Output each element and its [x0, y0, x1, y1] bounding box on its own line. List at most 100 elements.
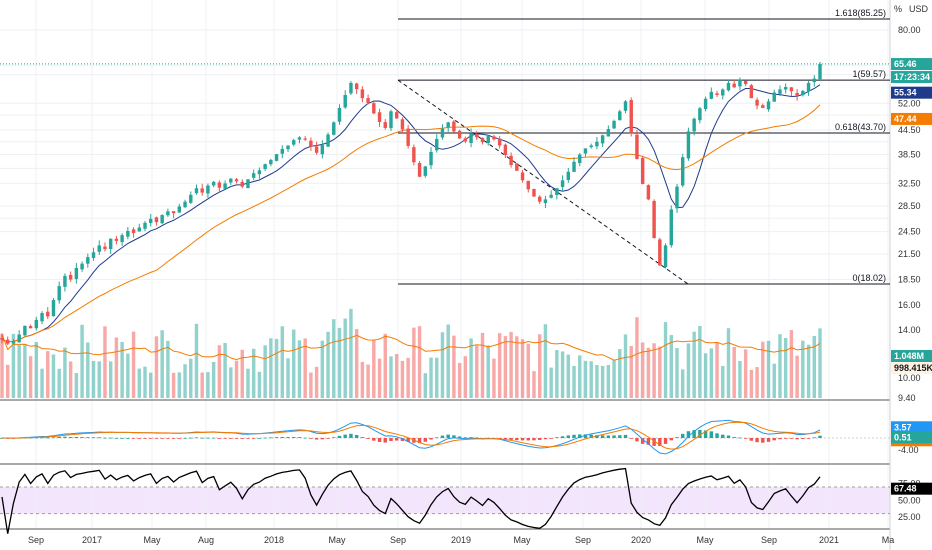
- volume-bar: [229, 367, 233, 398]
- fib-label: 1.618(85.25): [835, 8, 886, 18]
- macd-histogram-bar: [537, 438, 542, 440]
- macd-histogram-bar: [663, 438, 668, 444]
- macd-histogram-bar: [40, 437, 44, 439]
- volume-bar: [183, 364, 187, 398]
- trend-line[interactable]: [397, 79, 689, 285]
- macd-histogram-bar: [566, 435, 571, 438]
- volume-ma-tag: 998.415K: [894, 363, 932, 373]
- volume-bar: [446, 324, 450, 398]
- ma-slow-tag-bg: [891, 112, 932, 125]
- candle-body: [366, 98, 370, 103]
- volume-bar: [503, 336, 508, 398]
- candle-body: [492, 136, 496, 140]
- macd-histogram-bar: [377, 438, 382, 442]
- time-tick-label: Ma: [882, 535, 895, 545]
- volume-bar: [166, 340, 170, 398]
- volume-bar: [366, 364, 370, 398]
- countdown-tag-bg: [891, 71, 932, 84]
- macd-histogram-bar: [349, 433, 353, 438]
- macd-histogram-bar: [766, 438, 771, 442]
- macd-histogram-bar: [423, 438, 428, 442]
- price-tick-label: 32.50: [898, 178, 921, 188]
- volume-tick-label: 16.00: [898, 300, 921, 310]
- time-axis[interactable]: Sep 2017 May Aug 2018 May Sep 2019 May Sep 2020 May…: [28, 535, 894, 545]
- volume-bar: [715, 341, 719, 398]
- volume-bar: [749, 369, 754, 398]
- candle-body: [223, 183, 227, 189]
- countdown-tag: 17:23:34: [894, 72, 930, 82]
- volume-bar: [251, 348, 256, 398]
- candle-body: [761, 105, 765, 108]
- candle-body: [108, 238, 113, 249]
- volume-bar: [526, 343, 530, 398]
- candle-body: [68, 274, 73, 280]
- volume-bar: [332, 319, 336, 398]
- price-pane[interactable]: [0, 0, 890, 400]
- candle-body: [120, 235, 124, 243]
- candle-body: [789, 87, 794, 92]
- macd-histogram-bar: [578, 434, 582, 438]
- candle-body: [183, 201, 187, 208]
- macd-histogram-bar: [429, 438, 433, 440]
- macd-histogram-bar: [137, 438, 142, 439]
- volume-bar: [560, 351, 565, 398]
- volume-bar: [686, 343, 691, 398]
- candle-body: [578, 154, 582, 164]
- volume-bar: [629, 346, 633, 398]
- candle-body: [292, 140, 296, 145]
- macd-histogram-bar: [680, 433, 685, 438]
- macd-histogram-bar: [715, 433, 719, 438]
- volume-bar: [103, 326, 107, 398]
- volume-bar: [778, 334, 782, 398]
- volume-bar: [257, 371, 262, 398]
- histogram-tag-bg: [891, 431, 932, 444]
- price-axis[interactable]: 80.0065.0052.0044.5038.5032.5028.5024.50…: [898, 25, 921, 522]
- candle-body: [274, 154, 279, 161]
- volume-bar: [663, 322, 668, 398]
- macd-histogram-bar: [286, 437, 290, 438]
- macd-histogram-bar: [86, 437, 90, 438]
- volume-bar: [0, 334, 4, 398]
- candle-body: [51, 300, 56, 317]
- candle-body: [543, 199, 548, 204]
- candle-body: [583, 148, 588, 154]
- fibonacci-levels[interactable]: 1.618(85.25) 1(59.57) 0.618(43.70) 0(18.02): [398, 8, 890, 285]
- macd-histogram-bar: [406, 438, 410, 442]
- volume-bar: [91, 360, 96, 398]
- volume-bar: [160, 330, 164, 398]
- scale-mode-label[interactable]: %: [894, 4, 902, 14]
- macd-histogram-bar: [532, 438, 536, 441]
- volume-bar: [606, 364, 611, 398]
- volume-bar: [80, 324, 84, 398]
- candle-body: [251, 173, 256, 178]
- volume-bar: [806, 344, 811, 398]
- candle-body: [440, 128, 445, 138]
- volume-bar: [646, 347, 651, 398]
- candle-body: [595, 141, 599, 147]
- volume-bar: [28, 356, 33, 398]
- candle-body: [640, 157, 645, 184]
- macd-tick-label: -4.00: [898, 445, 919, 455]
- volume-bar: [423, 373, 428, 398]
- candle-body: [509, 155, 513, 166]
- volume-bar: [343, 318, 347, 398]
- candle-body: [755, 99, 759, 106]
- volume-bar: [572, 365, 576, 398]
- candle-body: [623, 101, 628, 111]
- currency-label[interactable]: USD: [909, 4, 929, 14]
- candle-body: [354, 83, 359, 90]
- macd-histogram-bar: [698, 429, 702, 438]
- price-tick-label: 80.00: [898, 25, 921, 35]
- fib-label: 1(59.57): [852, 69, 886, 79]
- candle-body: [80, 263, 84, 270]
- candle-body: [34, 319, 39, 329]
- macd-histogram-bar: [166, 438, 170, 439]
- time-tick-label: May: [143, 535, 161, 545]
- histogram-tag: 0.51: [894, 432, 912, 442]
- macd-histogram-bar: [572, 434, 576, 438]
- candle-body: [749, 85, 754, 99]
- candle-body: [86, 257, 90, 264]
- macd-histogram-bar: [366, 438, 370, 439]
- candle-body: [417, 163, 422, 177]
